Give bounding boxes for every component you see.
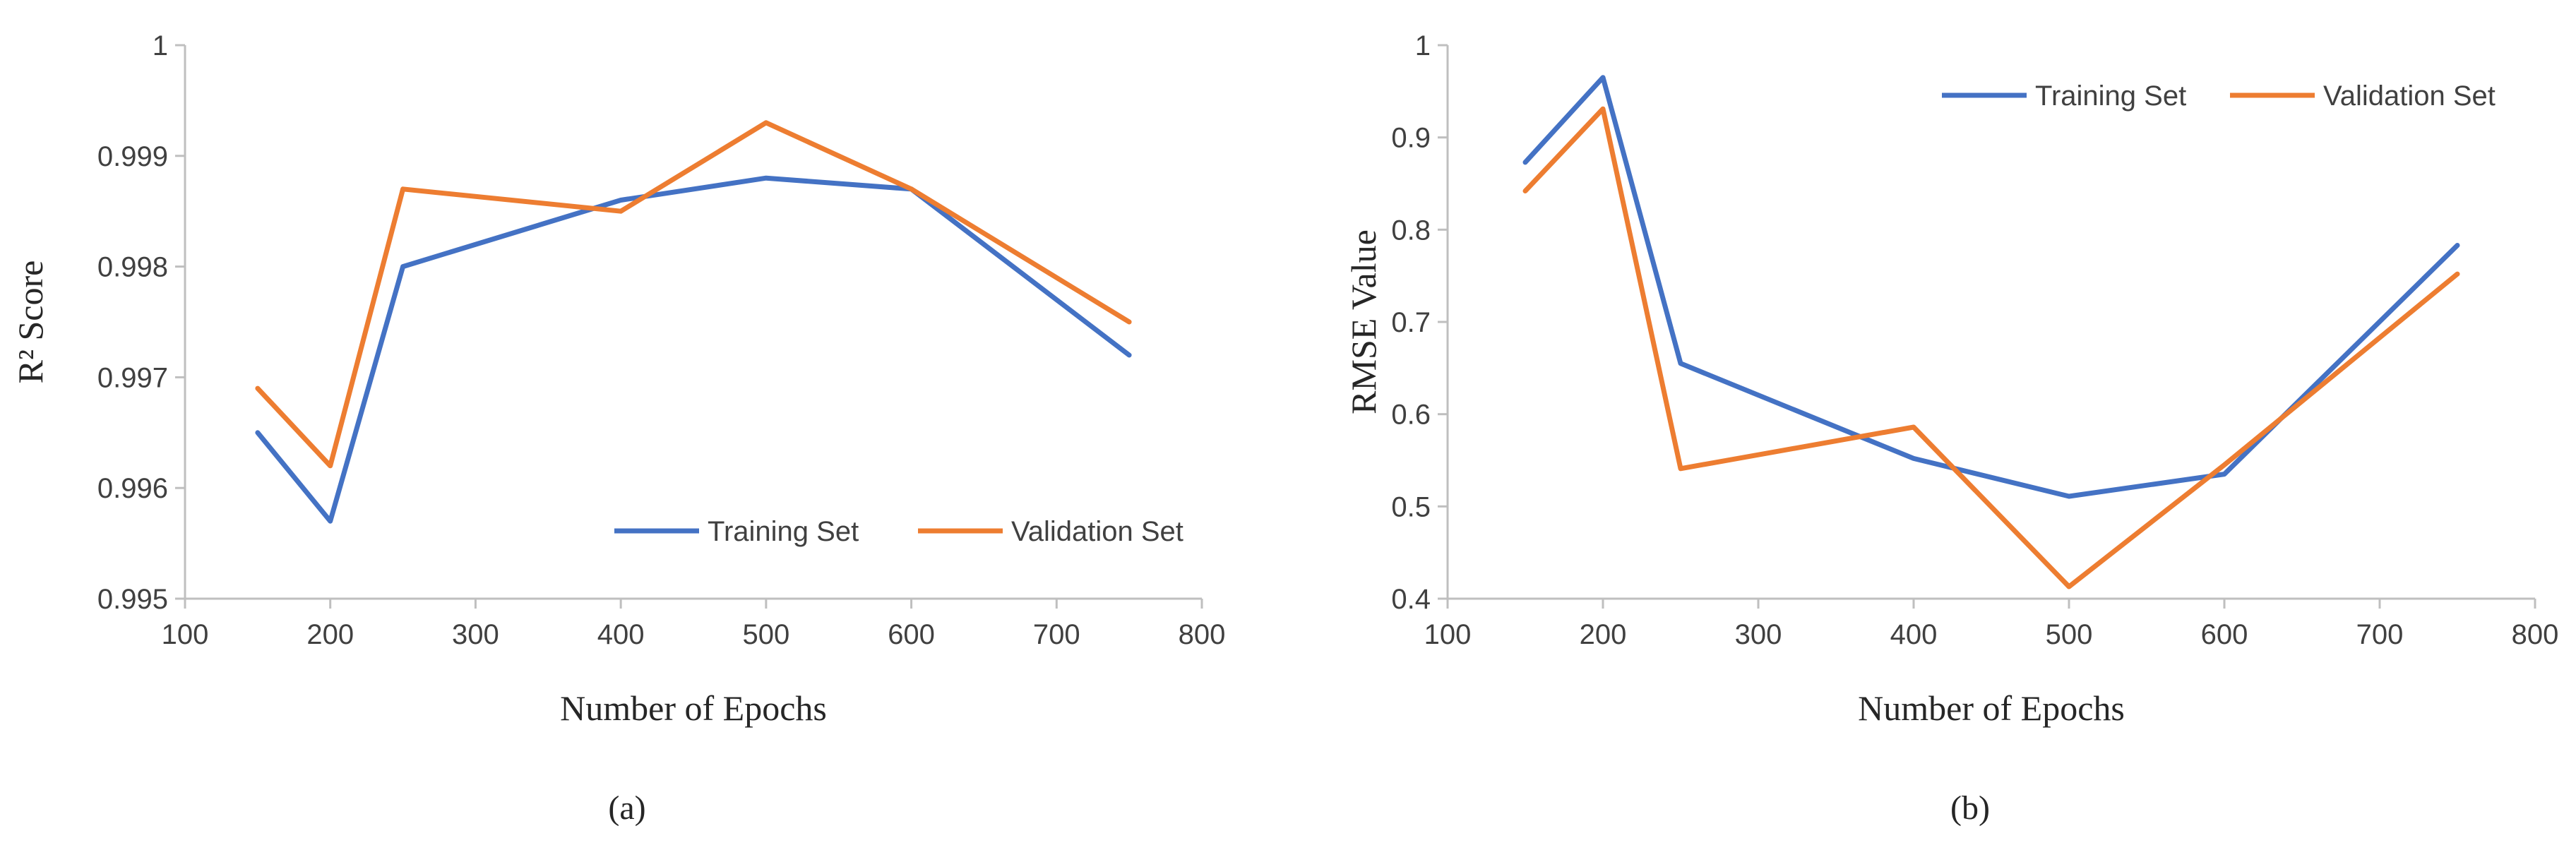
legend-label: Training Set (2035, 80, 2186, 112)
series-line-validation-set (1522, 106, 2460, 589)
y-tick-label: 0.998 (97, 252, 168, 283)
y-tick-label: 0.8 (1391, 215, 1431, 246)
x-tick-label: 800 (2512, 619, 2559, 650)
y-tick-label: 0.5 (1391, 491, 1431, 522)
y-tick-label: 0.6 (1391, 400, 1431, 431)
y-tick-label: 0.995 (97, 584, 168, 615)
panel-caption: (b) (1950, 789, 1990, 827)
x-tick-label: 100 (1424, 619, 1472, 650)
y-tick-label: 0.4 (1391, 584, 1431, 615)
panel-caption: (a) (608, 789, 645, 827)
x-tick-label: 700 (1033, 619, 1080, 650)
chart-a: 0.995 0.996 0.997 0.998 0.999 1 100 200 300 400 50… (11, 30, 1225, 827)
y-tick-label: 0.9 (1391, 123, 1431, 154)
y-tick-label: 0.999 (97, 141, 168, 172)
x-tick-label: 700 (2356, 619, 2404, 650)
x-tick-label: 200 (306, 619, 354, 650)
y-tick-label: 0.996 (97, 473, 168, 504)
y-tick-label: 0.997 (97, 362, 168, 393)
y-axis-title: R² Score (11, 261, 50, 384)
series-line-training-set (255, 175, 1132, 524)
x-tick-label: 300 (1735, 619, 1782, 650)
y-tick-label: 0.7 (1391, 307, 1431, 338)
x-tick-label: 600 (2201, 619, 2248, 650)
legend-label: Validation Set (2323, 80, 2496, 112)
x-tick-label: 500 (2046, 619, 2093, 650)
series-line-training-set (1522, 75, 2460, 499)
x-tick-label: 500 (742, 619, 789, 650)
y-axis-title: RMSE Value (1344, 229, 1383, 414)
x-tick-label: 400 (597, 619, 645, 650)
x-axis-title: Number of Epochs (560, 688, 827, 728)
x-tick-label: 200 (1580, 619, 1627, 650)
x-tick-label: 600 (888, 619, 935, 650)
chart-b: 0.4 0.5 0.6 0.7 0.8 0.9 1 100 200 300 400 500 600 700… (1344, 30, 2558, 827)
legend-label: Validation Set (1011, 516, 1183, 547)
y-tick-label: 1 (153, 30, 168, 61)
x-tick-label: 100 (162, 619, 209, 650)
x-tick-label: 400 (1890, 619, 1938, 650)
legend-label: Training Set (708, 516, 859, 547)
y-tick-label: 1 (1415, 30, 1431, 61)
series-line-validation-set (255, 120, 1132, 469)
x-tick-label: 800 (1179, 619, 1226, 650)
x-axis-title: Number of Epochs (1858, 688, 2125, 728)
x-tick-label: 300 (452, 619, 499, 650)
